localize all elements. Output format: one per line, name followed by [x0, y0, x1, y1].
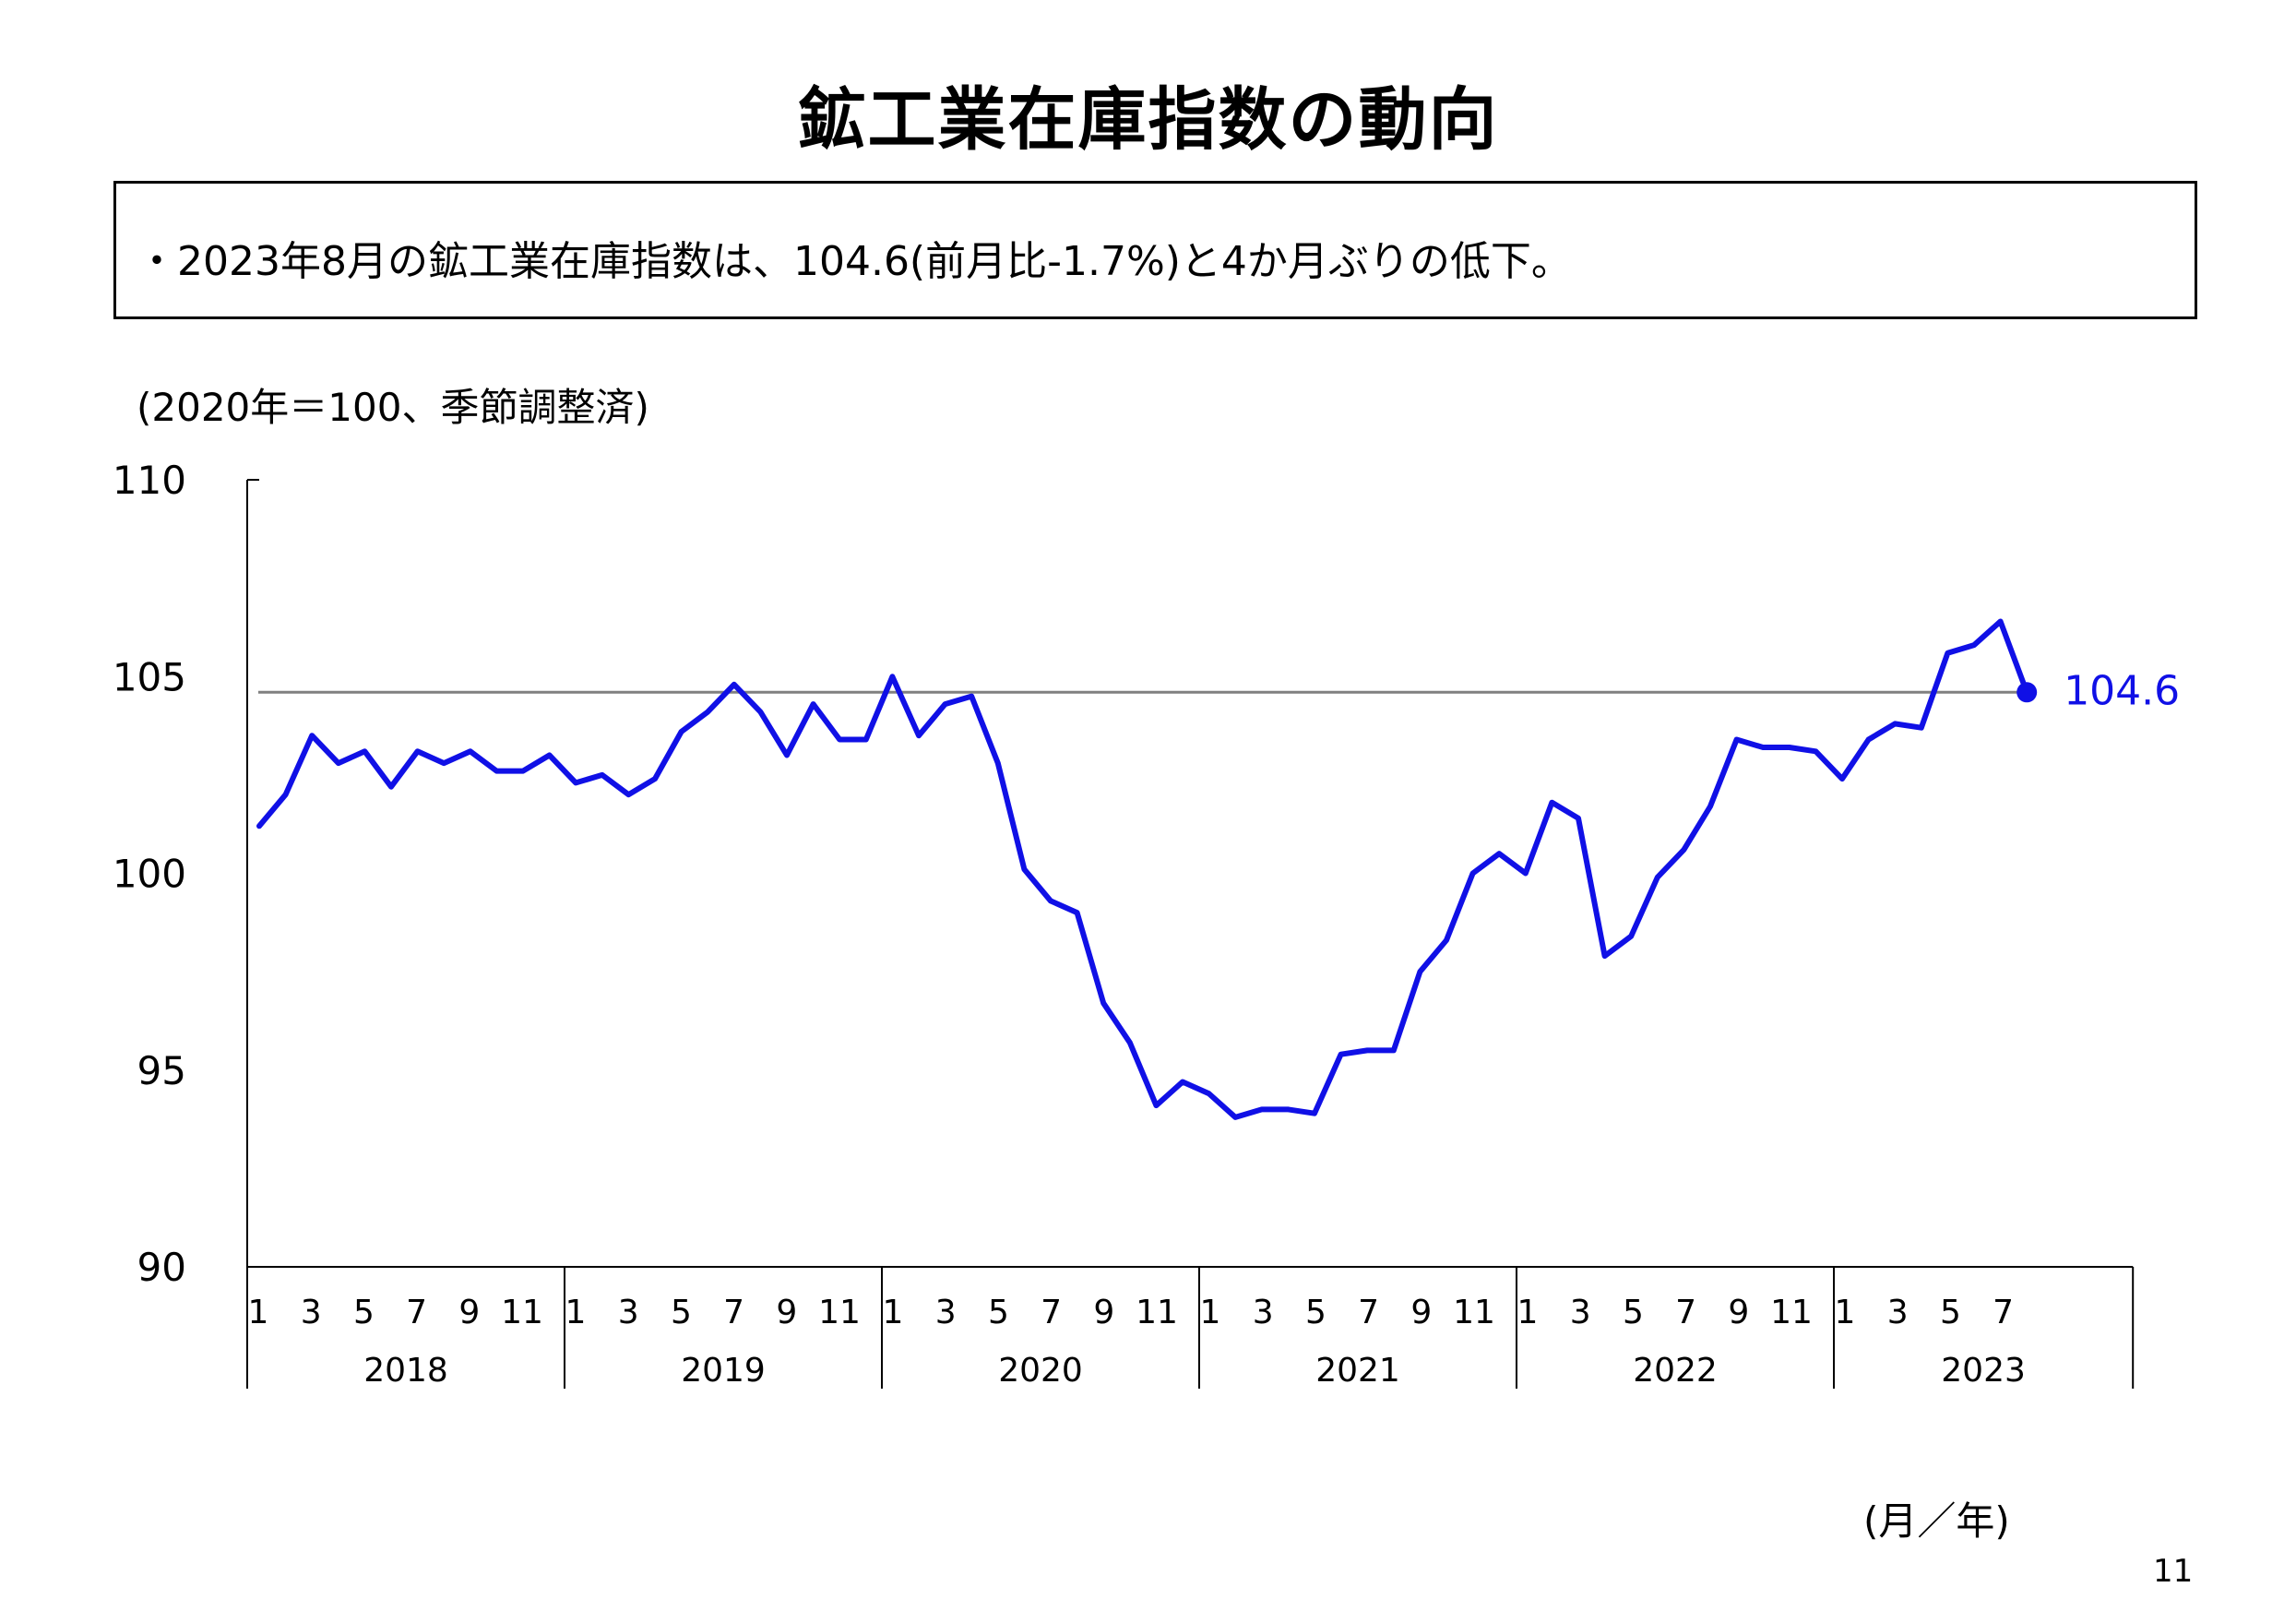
month-tick-label: 5 — [671, 1294, 692, 1331]
last-value-label: 104.6 — [2064, 667, 2180, 714]
month-tick-label: 7 — [1358, 1294, 1379, 1331]
month-tick-label: 9 — [1093, 1294, 1114, 1331]
y-tick-label: 100 — [113, 852, 186, 897]
month-tick-label: 5 — [1305, 1294, 1326, 1331]
month-tick-label: 5 — [1940, 1294, 1961, 1331]
month-tick-label: 3 — [1887, 1294, 1909, 1331]
month-tick-label: 11 — [1136, 1294, 1178, 1331]
page-title: 鉱工業在庫指数の動向 — [797, 80, 1499, 160]
axes — [246, 479, 2135, 1389]
month-tick-label: 7 — [1675, 1294, 1696, 1331]
month-tick-label: 11 — [1453, 1294, 1495, 1331]
series-layer — [256, 618, 2038, 1120]
month-tick-label: 1 — [1517, 1294, 1539, 1331]
summary-text: ・2023年8月の鉱工業在庫指数は、104.6(前月比-1.7%)と4か月ぶりの… — [137, 238, 1572, 285]
y-tick-label: 90 — [137, 1245, 186, 1290]
year-label: 2018 — [363, 1352, 448, 1390]
month-tick-label: 3 — [1253, 1294, 1274, 1331]
month-tick-label: 3 — [935, 1294, 957, 1331]
month-tick-label: 1 — [565, 1294, 587, 1331]
x-axis-caption: (月／年) — [1863, 1498, 2010, 1544]
unit-label: (2020年＝100、季節調整済) — [137, 385, 649, 430]
year-label: 2022 — [1633, 1352, 1718, 1390]
page-number: 11 — [2153, 1553, 2194, 1590]
year-label: 2021 — [1315, 1352, 1400, 1390]
month-tick-label: 9 — [776, 1294, 797, 1331]
month-tick-label: 9 — [1410, 1294, 1432, 1331]
month-tick-label: 7 — [1041, 1294, 1062, 1331]
last-point-marker — [2016, 682, 2038, 703]
month-tick-label: 7 — [1993, 1294, 2014, 1331]
year-label: 2020 — [998, 1352, 1083, 1390]
series-line — [256, 618, 2030, 1120]
month-tick-label: 3 — [301, 1294, 322, 1331]
month-tick-label: 1 — [1200, 1294, 1221, 1331]
month-tick-label: 3 — [618, 1294, 639, 1331]
month-tick-label: 5 — [1623, 1294, 1644, 1331]
month-tick-label: 11 — [1770, 1294, 1813, 1331]
month-tick-label: 7 — [406, 1294, 427, 1331]
month-tick-label: 11 — [818, 1294, 861, 1331]
month-tick-label: 7 — [723, 1294, 744, 1331]
y-tick-label: 95 — [137, 1048, 186, 1093]
month-tick-label: 5 — [353, 1294, 375, 1331]
month-tick-label: 3 — [1570, 1294, 1591, 1331]
month-tick-label: 1 — [1835, 1294, 1856, 1331]
year-label: 2019 — [681, 1352, 766, 1390]
y-tick-label: 110 — [113, 458, 186, 503]
month-tick-label: 1 — [248, 1294, 269, 1331]
summary-box: ・2023年8月の鉱工業在庫指数は、104.6(前月比-1.7%)と4か月ぶりの… — [113, 181, 2197, 319]
month-tick-label: 11 — [501, 1294, 543, 1331]
month-tick-label: 1 — [883, 1294, 904, 1331]
month-tick-label: 9 — [1728, 1294, 1749, 1331]
year-label: 2023 — [1941, 1352, 2026, 1390]
month-tick-label: 5 — [988, 1294, 1009, 1331]
y-tick-label: 105 — [113, 654, 186, 699]
month-tick-label: 9 — [458, 1294, 480, 1331]
